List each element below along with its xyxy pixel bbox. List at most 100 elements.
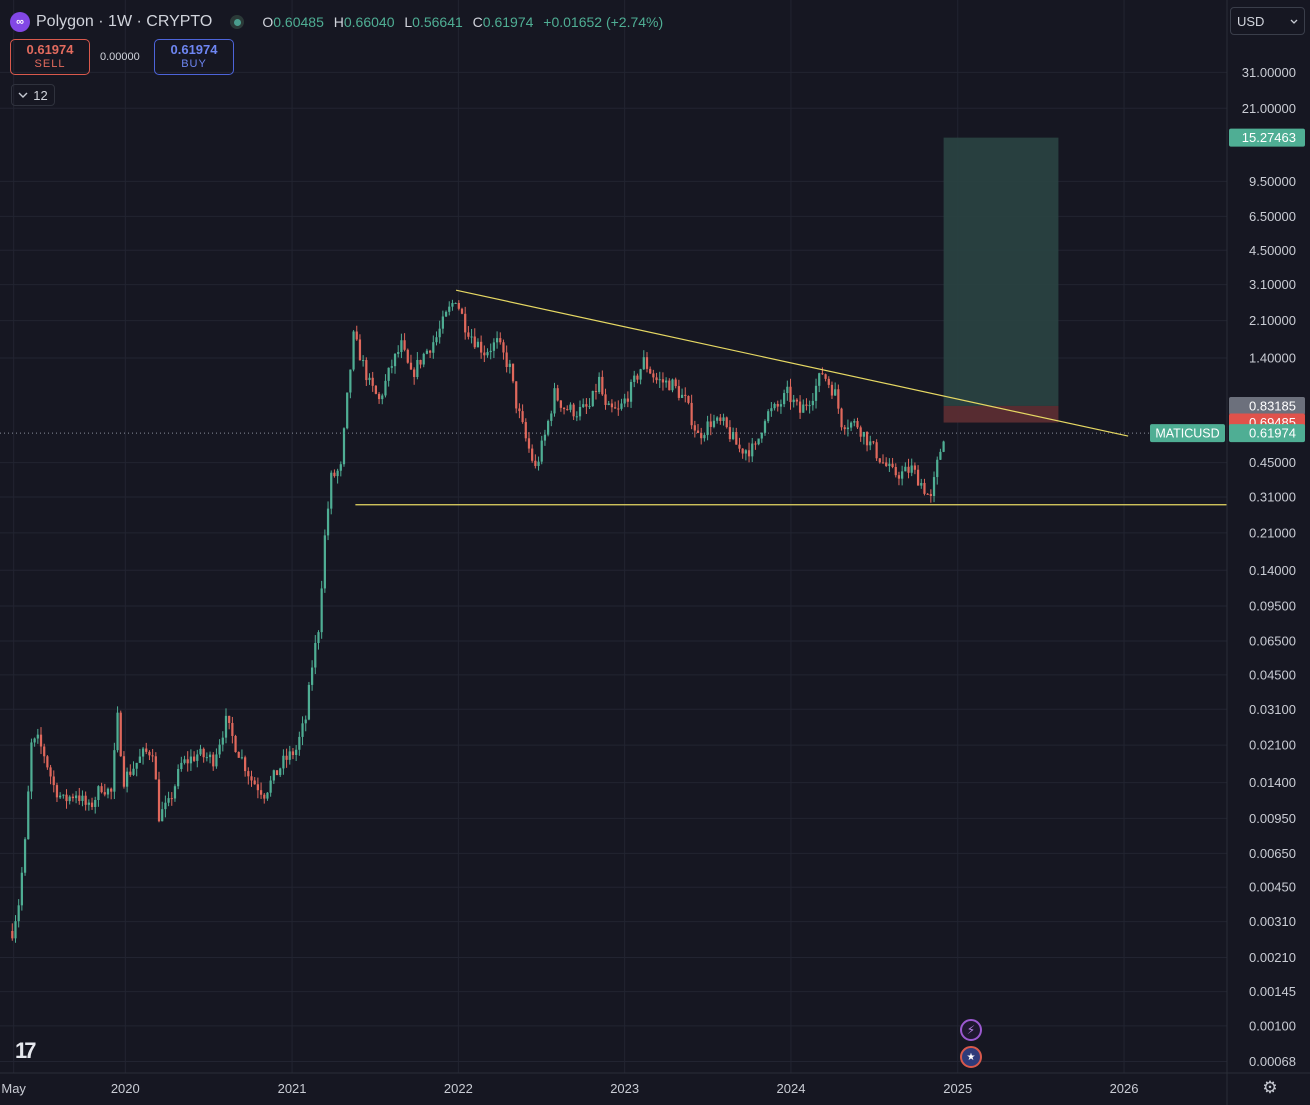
candle xyxy=(738,437,741,453)
candle xyxy=(837,384,840,414)
candle-body xyxy=(703,435,706,439)
candle-body xyxy=(467,332,470,337)
candle xyxy=(932,471,936,503)
candle xyxy=(167,791,170,807)
candle-body xyxy=(132,768,135,775)
price-tick-label: 0.00068 xyxy=(1249,1054,1296,1069)
candle-body xyxy=(173,786,177,799)
candle-body xyxy=(272,770,275,781)
candle xyxy=(234,734,237,753)
candle xyxy=(275,770,279,776)
candle xyxy=(202,747,205,763)
symbol-tag-label: MATICUSD xyxy=(1155,427,1219,441)
market-status-icon[interactable] xyxy=(230,15,245,29)
position-tool[interactable] xyxy=(943,137,1059,423)
candle xyxy=(562,407,566,415)
price-tick-label: 0.31000 xyxy=(1249,489,1296,504)
candle-body xyxy=(598,376,601,393)
candle-body xyxy=(585,404,588,407)
target-zone xyxy=(943,137,1059,406)
price-tick-label: 0.00100 xyxy=(1249,1018,1296,1033)
candle-body xyxy=(591,390,594,407)
candle-body xyxy=(904,466,907,472)
candle xyxy=(397,345,400,358)
time-tick-label: 2025 xyxy=(943,1081,972,1096)
candle-body xyxy=(368,377,371,381)
candle-body xyxy=(776,403,779,407)
candle-body xyxy=(696,430,700,434)
candle-body xyxy=(374,385,378,394)
candle xyxy=(103,783,106,797)
candle xyxy=(422,352,425,368)
candle xyxy=(221,731,224,752)
indicator-collapse-toggle[interactable]: 12 xyxy=(11,84,55,106)
descending-resistance-line[interactable] xyxy=(455,289,1129,437)
candle xyxy=(314,635,317,675)
candle xyxy=(87,799,90,811)
candle xyxy=(511,363,515,384)
candle-body xyxy=(196,754,199,761)
candle-body xyxy=(438,328,441,338)
gear-icon[interactable]: ⚙ xyxy=(1262,1078,1278,1097)
candle xyxy=(476,338,480,348)
candle xyxy=(129,764,132,777)
buy-button[interactable]: 0.61974 BUY xyxy=(154,39,234,75)
candle-body xyxy=(78,795,81,801)
candle xyxy=(537,456,540,471)
candle xyxy=(629,379,633,408)
candle xyxy=(862,431,865,445)
symbol-tag-box xyxy=(1150,424,1225,443)
candle xyxy=(55,782,59,803)
price-tick-label: 1.40000 xyxy=(1249,350,1296,365)
time-tick-label: May xyxy=(1,1081,26,1096)
candle-body xyxy=(837,389,840,409)
candle-body xyxy=(636,375,639,380)
time-axis[interactable]: May 2020 2021 2022 2023 2024 2025 2026 xyxy=(1,1081,1138,1096)
symbol-title[interactable]: Polygon · 1W · CRYPTO xyxy=(36,13,213,30)
candle xyxy=(106,787,110,799)
candle-body xyxy=(39,734,43,747)
candle xyxy=(253,777,256,785)
candle xyxy=(141,746,145,765)
sell-button[interactable]: 0.61974 SELL xyxy=(10,39,90,75)
candle xyxy=(486,348,489,358)
candle-body xyxy=(46,756,49,768)
price-axis[interactable]: 31.00000 21.00000 9.50000 6.50000 4.50000 3.1… xyxy=(1242,65,1296,1069)
tradingview-logo-icon[interactable]: 17 xyxy=(15,1038,37,1063)
price-tick-label: 0.00950 xyxy=(1249,811,1296,826)
candle xyxy=(457,300,460,311)
candle xyxy=(157,771,161,823)
candle xyxy=(279,767,282,778)
candle-body xyxy=(824,374,827,379)
candle xyxy=(859,425,862,442)
candle-body xyxy=(798,401,802,413)
candle xyxy=(872,440,875,445)
us-flag-event-icon[interactable]: ★ xyxy=(960,1046,982,1068)
candle xyxy=(68,795,71,805)
candle-body xyxy=(936,459,939,478)
candle-body xyxy=(333,472,336,477)
candle-body xyxy=(814,385,818,401)
candle-body xyxy=(326,508,330,536)
candle-body xyxy=(607,403,610,405)
candle-body xyxy=(279,768,282,776)
candle-body xyxy=(365,360,368,381)
candle-body xyxy=(550,413,553,421)
candle xyxy=(65,789,68,809)
price-tick-label: 0.45000 xyxy=(1249,455,1296,470)
polygon-logo-icon: ∞ xyxy=(10,12,30,32)
candle-body xyxy=(317,632,320,643)
candle-body xyxy=(266,792,269,799)
candle-body xyxy=(811,400,814,406)
event-lightning-icon[interactable]: ⚡ xyxy=(960,1019,982,1041)
trendlines[interactable] xyxy=(355,289,1227,506)
currency-select[interactable]: USD xyxy=(1230,7,1305,35)
candle xyxy=(731,427,735,441)
candle xyxy=(661,372,665,391)
candle-body xyxy=(926,493,929,495)
candle xyxy=(808,400,811,414)
candle-body xyxy=(735,432,738,445)
candle xyxy=(84,791,87,811)
